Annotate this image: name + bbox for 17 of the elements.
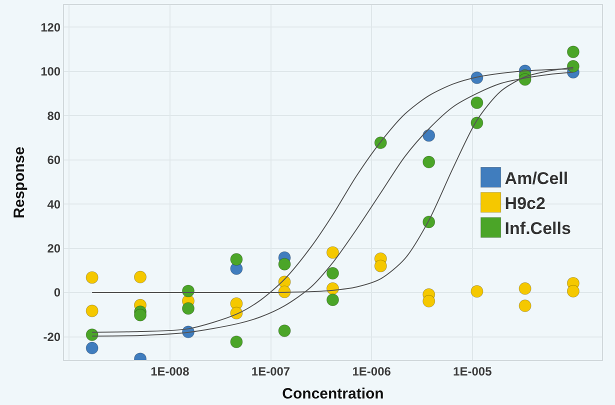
y-tick-label: 0 <box>54 286 61 300</box>
x-axis-title: Concentration <box>282 385 384 402</box>
y-axis-title: Response <box>10 146 28 218</box>
y-tick-label: 100 <box>40 64 61 79</box>
y-tick-label: 40 <box>47 197 61 212</box>
y-tick-label: 120 <box>40 20 61 34</box>
x-tick-label: 1E-006 <box>352 364 392 378</box>
legend-label: H9c2 <box>504 194 546 214</box>
x-tick-label: 1E-005 <box>453 364 492 378</box>
y-tick-label: 60 <box>47 153 61 168</box>
y-tick-label: -20 <box>43 330 61 344</box>
legend-label: Am/Cell <box>504 168 568 188</box>
x-tick-label: 1E-008 <box>150 364 190 378</box>
y-tick-label: 80 <box>47 108 61 123</box>
x-tick-label: 1E-007 <box>251 364 290 378</box>
y-tick-label: 20 <box>47 242 61 256</box>
legend-label: Inf.Cells <box>504 219 571 238</box>
